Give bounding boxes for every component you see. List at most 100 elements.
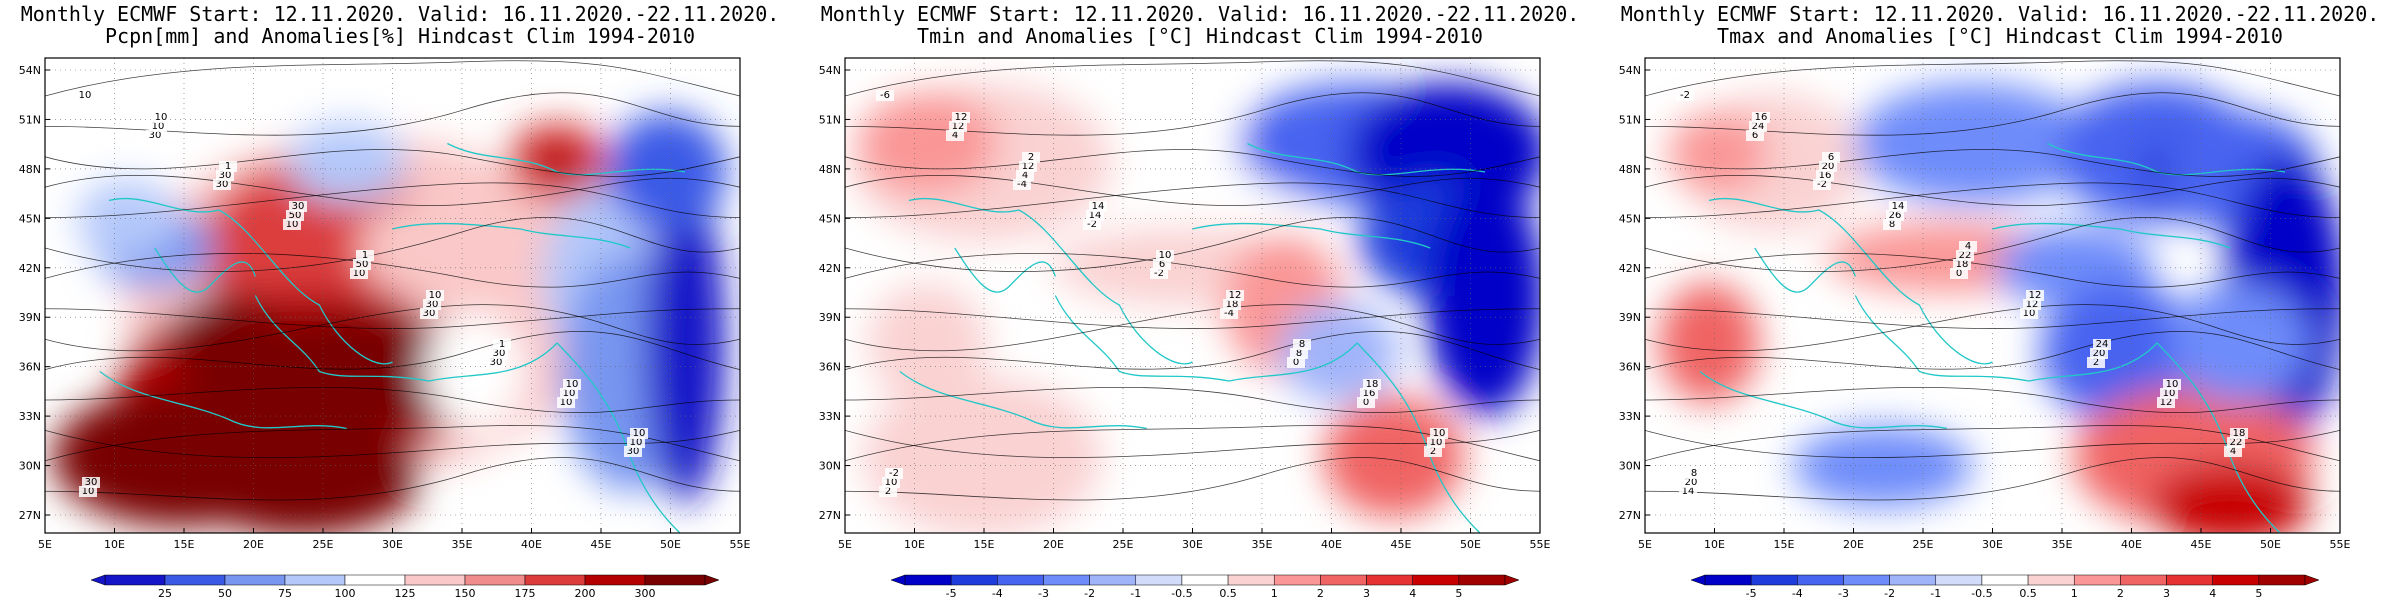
coastline — [1356, 342, 1481, 533]
contour-label: 2 — [885, 486, 891, 497]
contour-label-bg — [1290, 348, 1308, 359]
coastline — [1992, 222, 2231, 249]
lon-label: 15E — [1774, 538, 1795, 551]
colorbar-segment — [1273, 574, 1321, 586]
contour-label-bg — [213, 179, 231, 190]
lat-label: 36N — [819, 361, 841, 374]
anomaly-area — [2150, 464, 2311, 533]
contour-label: 6 — [1159, 259, 1165, 270]
contour-line — [45, 182, 740, 218]
coastline — [954, 247, 1056, 293]
contour-label-bg — [146, 130, 164, 141]
contour-label-bg — [1816, 170, 1834, 181]
contour-label: 6 — [1828, 152, 1834, 163]
contour-label-bg — [882, 477, 900, 488]
colorbar-segment — [1750, 574, 1798, 586]
contour-label: -6 — [880, 90, 890, 101]
colorbar-arrow-left — [90, 574, 106, 586]
colorbar-segment — [644, 574, 706, 586]
anomaly-area — [181, 416, 422, 533]
contour-label: 10 — [1430, 437, 1443, 448]
anomaly-area — [857, 93, 998, 194]
colorbar-segment — [1412, 574, 1460, 586]
contour-label: 30 — [219, 170, 232, 181]
contour-line — [845, 331, 1540, 370]
contour-label-bg — [1886, 210, 1904, 221]
contour-label-bg — [219, 161, 237, 172]
lon-label: 10E — [104, 538, 125, 551]
contour-label-bg — [1685, 468, 1703, 479]
contour-label-bg — [1287, 357, 1305, 368]
anomaly-area — [167, 293, 288, 393]
anomaly-area — [1425, 175, 1540, 416]
contour-line — [845, 308, 1540, 329]
lat-label: 54N — [1619, 64, 1641, 77]
contour-label-bg — [1360, 388, 1378, 399]
tmax-map: -2-2024681012141618202224261210202022241… — [1619, 57, 2351, 600]
lon-label: 20E — [243, 538, 264, 551]
contour-line — [45, 386, 740, 414]
lon-label: 40E — [2121, 538, 2142, 551]
contour-label: 18 — [1956, 259, 1969, 270]
contour-line — [45, 430, 740, 458]
lat-label: 45N — [819, 212, 841, 225]
lat-label: 33N — [19, 410, 41, 423]
coastline — [556, 342, 681, 533]
contour-line — [45, 174, 740, 206]
contour-label-bg — [2163, 379, 2181, 390]
colorbar-segment — [164, 574, 226, 586]
contour-label-bg — [1357, 397, 1375, 408]
colorbar-tick-label: 3 — [1363, 587, 1370, 600]
contour-label: 6 — [1752, 130, 1758, 141]
contour-line — [845, 149, 1540, 177]
colorbar-tick-label: -5 — [1746, 587, 1757, 600]
colorbar-tick-label: -0.5 — [1171, 587, 1192, 600]
colorbar-segment — [2166, 574, 2213, 586]
contour-label: 10 — [82, 486, 95, 497]
tmin-panel: Monthly ECMWF Start: 12.11.2020. Valid: … — [800, 0, 1600, 600]
contour-line — [45, 425, 740, 462]
colorbar-tick-label: 0.5 — [1219, 587, 1237, 600]
lat-label: 48N — [1619, 163, 1641, 176]
precip-map: 1030103030301030101030503010105030103011… — [19, 57, 751, 600]
contour-label: 16 — [1819, 170, 1832, 181]
colorbar-tick-label: 25 — [158, 587, 172, 600]
colorbar-segment — [2120, 574, 2167, 586]
lon-label: 5E — [838, 538, 852, 551]
contour-label-bg — [885, 468, 903, 479]
contour-line — [1645, 425, 2340, 462]
panel-title-line1: Monthly ECMWF Start: 12.11.2020. Valid: … — [20, 2, 780, 26]
contour-label: 2 — [1028, 152, 1034, 163]
colorbar-segment — [904, 574, 952, 586]
contour-label-bg — [1427, 437, 1445, 448]
lon-label: 20E — [1043, 538, 1064, 551]
colorbar-tick-label: -1 — [1130, 587, 1141, 600]
contour-label: 8 — [1691, 468, 1697, 479]
colorbar-segment — [1135, 574, 1183, 586]
anomaly-field: 1030103030301030101030503010105030103011… — [45, 58, 740, 533]
contour-label-bg — [423, 299, 441, 310]
contour-label: 0 — [1956, 268, 1962, 279]
contour-label-bg — [2230, 428, 2248, 439]
contour-label-bg — [216, 170, 234, 181]
contour-label: 18 — [1226, 299, 1239, 310]
anomaly-area — [527, 142, 588, 183]
contour-line — [45, 217, 740, 272]
contour-label-bg — [1150, 268, 1168, 279]
lat-label: 54N — [19, 64, 41, 77]
contour-line — [45, 60, 740, 97]
colorbar-segment — [224, 574, 286, 586]
contour-label: 10 — [630, 437, 643, 448]
contour-line — [845, 174, 1540, 206]
contour-label: 50 — [289, 210, 302, 221]
anomaly-area — [1323, 397, 1464, 517]
colorbar-tick-label: 175 — [515, 587, 536, 600]
contour-line — [1645, 217, 2340, 272]
contour-label: 4 — [1022, 170, 1028, 181]
contour-label-bg — [1749, 121, 1767, 132]
contour-label: 30 — [85, 477, 98, 488]
contour-label-bg — [76, 90, 94, 101]
lat-label: 33N — [1619, 410, 1641, 423]
lon-label: 5E — [1638, 538, 1652, 551]
contour-label: 30 — [216, 179, 229, 190]
